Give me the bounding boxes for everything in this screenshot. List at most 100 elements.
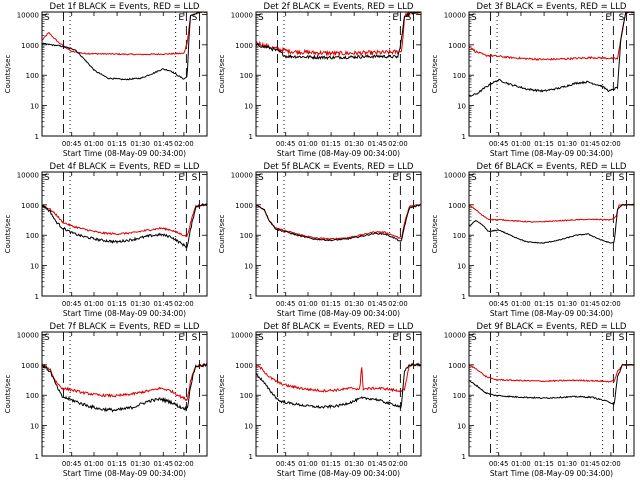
y-tick-label: 10000 <box>231 11 253 19</box>
x-tick-label: 01:00 <box>511 460 531 468</box>
y-tick-label: 1 <box>35 293 39 301</box>
plot-frame <box>255 171 422 297</box>
y-tick-label: 100 <box>453 72 466 80</box>
y-tick-label: 10000 <box>17 11 39 19</box>
y-axis-label: Counts/sec <box>431 55 439 94</box>
plot-frame <box>41 331 208 457</box>
panel-title: Det 2f BLACK = Events, RED = LLD <box>264 2 414 12</box>
marker-start-right: S <box>406 13 412 23</box>
x-tick-label: 01:30 <box>130 460 150 468</box>
x-tick-label: 01:15 <box>107 300 127 308</box>
series-lld-red <box>42 203 207 238</box>
x-tick-label: 02:00 <box>174 460 194 468</box>
plot-frame <box>41 171 208 297</box>
y-tick-label: 1 <box>35 133 39 141</box>
marker-end: E <box>178 173 184 183</box>
x-axis-label: Start Time (08-May-09 00:34:00) <box>277 149 400 158</box>
x-tick-label: 00:45 <box>276 460 296 468</box>
panel-det-7f: Det 7f BLACK = Events, RED = LLD Counts/s… <box>4 322 208 478</box>
y-axis-label: Counts/sec <box>4 215 12 254</box>
panel-det-5f: Det 5f BLACK = Events, RED = LLD Counts/s… <box>218 162 422 318</box>
panel-title: Det 3f BLACK = Events, RED = LLD <box>477 2 627 12</box>
x-tick-label: 01:00 <box>298 460 318 468</box>
x-axis-label: Start Time (08-May-09 00:34:00) <box>63 309 186 318</box>
y-tick-label: 100 <box>453 392 466 400</box>
y-tick-label: 10 <box>30 103 39 111</box>
x-tick-label: 01:00 <box>511 140 531 148</box>
y-tick-label: 1 <box>462 453 466 461</box>
x-tick-label: 02:00 <box>174 300 194 308</box>
y-tick-label: 10000 <box>444 331 466 339</box>
marker-start-left: S <box>258 333 264 343</box>
marker-end: E <box>605 13 611 23</box>
marker-start-right: S <box>406 333 412 343</box>
series-lld-red <box>469 12 634 61</box>
x-tick-label: 01:15 <box>321 140 341 148</box>
y-tick-label: 10 <box>244 423 253 431</box>
y-tick-label: 10000 <box>17 171 39 179</box>
panel-det-8f: Det 8f BLACK = Events, RED = LLD Counts/s… <box>218 322 422 478</box>
y-tick-label: 10000 <box>444 11 466 19</box>
y-tick-label: 1000 <box>21 362 39 370</box>
marker-start-right: S <box>192 13 198 23</box>
x-tick-label: 00:45 <box>276 140 296 148</box>
x-tick-label: 01:00 <box>298 300 318 308</box>
x-tick-label: 02:00 <box>388 460 408 468</box>
marker-end: E <box>392 173 398 183</box>
x-tick-label: 01:15 <box>107 460 127 468</box>
y-tick-label: 1 <box>462 133 466 141</box>
y-axis-label: Counts/sec <box>431 215 439 254</box>
y-tick-label: 10 <box>457 423 466 431</box>
plot-frame <box>468 171 635 297</box>
x-tick-label: 01:30 <box>344 460 364 468</box>
x-tick-label: 01:30 <box>130 300 150 308</box>
x-tick-label: 01:30 <box>344 300 364 308</box>
x-tick-label: 00:45 <box>62 300 82 308</box>
x-tick-label: 01:00 <box>84 460 104 468</box>
plot-frame <box>468 11 635 137</box>
y-tick-label: 100 <box>26 72 39 80</box>
x-axis-label: Start Time (08-May-09 00:34:00) <box>490 309 613 318</box>
series-events-black <box>469 363 634 405</box>
marker-start-left: S <box>44 333 50 343</box>
x-tick-label: 01:15 <box>321 460 341 468</box>
marker-start-right: S <box>406 173 412 183</box>
x-tick-label: 02:00 <box>601 460 621 468</box>
x-tick-label: 01:45 <box>580 460 600 468</box>
x-tick-label: 01:45 <box>580 140 600 148</box>
y-tick-label: 10 <box>30 263 39 271</box>
series-events-black <box>256 362 421 410</box>
x-tick-label: 01:15 <box>107 140 127 148</box>
marker-end: E <box>178 333 184 343</box>
x-tick-label: 01:15 <box>534 140 554 148</box>
plot-frame <box>255 11 422 137</box>
marker-end: E <box>178 13 184 23</box>
series-lld-red <box>469 203 634 223</box>
x-tick-label: 02:00 <box>601 140 621 148</box>
x-tick-label: 01:45 <box>153 300 173 308</box>
y-tick-label: 10000 <box>231 171 253 179</box>
plot-frame <box>468 331 635 457</box>
x-tick-label: 01:45 <box>367 140 387 148</box>
x-tick-label: 00:45 <box>489 460 509 468</box>
marker-end: E <box>392 333 398 343</box>
y-axis-label: Counts/sec <box>218 375 226 414</box>
y-tick-label: 100 <box>240 232 253 240</box>
x-tick-label: 01:15 <box>321 300 341 308</box>
marker-start-left: S <box>44 13 50 23</box>
x-tick-label: 01:45 <box>153 140 173 148</box>
y-axis-label: Counts/sec <box>4 375 12 414</box>
y-axis-label: Counts/sec <box>431 375 439 414</box>
marker-end: E <box>605 333 611 343</box>
x-tick-label: 02:00 <box>601 300 621 308</box>
y-tick-label: 1000 <box>235 42 253 50</box>
panel-title: Det 8f BLACK = Events, RED = LLD <box>264 322 414 332</box>
y-axis-label: Counts/sec <box>4 55 12 94</box>
y-tick-label: 10 <box>244 263 253 271</box>
y-tick-label: 1000 <box>235 362 253 370</box>
series-events-black <box>42 202 207 249</box>
x-axis-label: Start Time (08-May-09 00:34:00) <box>63 469 186 478</box>
marker-end: E <box>392 13 398 23</box>
y-tick-label: 1 <box>249 453 253 461</box>
